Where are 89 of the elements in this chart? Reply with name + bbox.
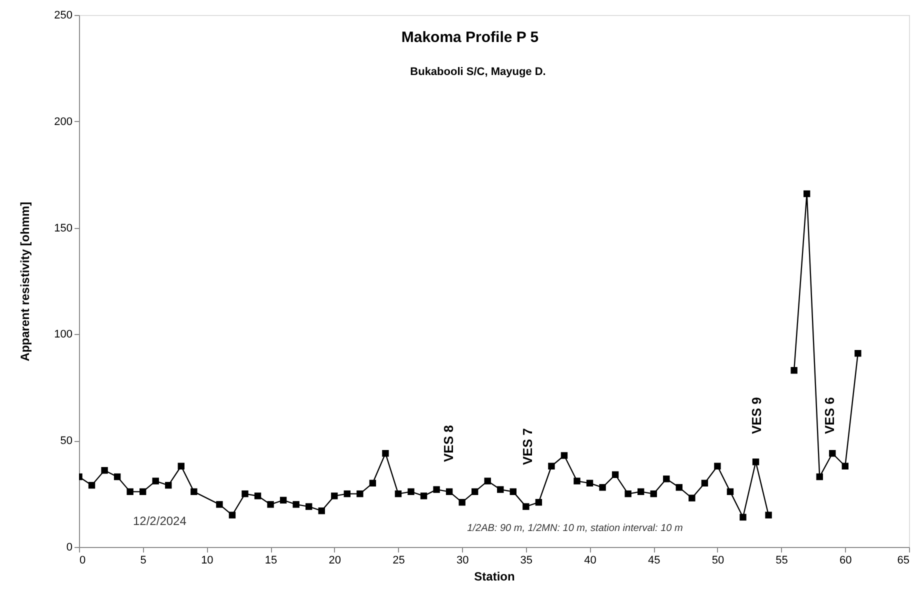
point [228, 512, 236, 518]
annotation: 1/2AB: 90 m, 1/2MN: 10 m, station interval: 10 m [467, 523, 683, 534]
point [458, 498, 466, 506]
point [637, 488, 644, 496]
y-tick-label: 50 [60, 435, 72, 448]
point [624, 490, 632, 498]
point [560, 452, 568, 459]
x-tick-label: 40 [584, 554, 596, 566]
point [433, 486, 440, 493]
x-tick-label: 5 [140, 554, 146, 566]
point [829, 450, 836, 457]
point [752, 458, 760, 466]
point [420, 492, 428, 500]
point [254, 492, 262, 500]
y-axis-title: Apparent resistivity [ohmm] [18, 202, 32, 362]
x-tick-label: 60 [840, 554, 852, 566]
annotation: VES 8 [441, 425, 456, 462]
annotation: VES 6 [822, 397, 837, 434]
point [382, 450, 389, 457]
annotation: VES 7 [520, 428, 535, 465]
point [688, 494, 696, 502]
x-tick-label: 20 [328, 554, 342, 566]
point [267, 501, 274, 508]
x-tick-label: 15 [264, 554, 278, 566]
point [394, 490, 402, 498]
point [471, 488, 478, 496]
x-tick-label: 0 [80, 554, 86, 566]
x-tick-label: 35 [520, 554, 533, 566]
point [599, 484, 606, 491]
x-tick-label: 65 [897, 554, 910, 566]
point [190, 488, 198, 496]
point [292, 501, 300, 508]
point [216, 501, 223, 508]
point [331, 492, 338, 500]
point [114, 473, 121, 480]
point [318, 507, 325, 514]
point [165, 482, 172, 489]
text: Bukabooli S/C, Mayuge D. [410, 66, 546, 78]
y-tick-label: 200 [54, 116, 72, 128]
point [280, 496, 287, 504]
point [484, 478, 491, 484]
annotation: VES 9 [749, 397, 764, 434]
annotation: 12/2/2024 [133, 514, 187, 528]
point [854, 350, 862, 357]
point [88, 482, 96, 489]
point [586, 480, 594, 487]
point [178, 462, 185, 470]
point [356, 490, 364, 498]
point [714, 462, 721, 470]
point [816, 473, 823, 480]
point [803, 190, 810, 198]
point [790, 367, 798, 374]
point [612, 471, 619, 478]
y-tick-label: 150 [54, 222, 72, 234]
x-tick-label: 10 [201, 554, 214, 566]
x-tick-label: 25 [392, 554, 405, 566]
point [574, 478, 580, 484]
point [101, 467, 108, 474]
point [842, 462, 849, 470]
point [663, 476, 670, 482]
point [510, 488, 517, 496]
y-tick-label: 100 [54, 328, 72, 341]
x-tick-label: 30 [456, 554, 469, 566]
y-tick-label: 0 [66, 542, 72, 554]
point [369, 480, 376, 487]
point [446, 488, 453, 496]
point [701, 480, 708, 487]
x-axis-title: Station [474, 570, 515, 584]
point [408, 488, 414, 496]
point [548, 462, 555, 470]
x-tick-label: 45 [648, 554, 660, 566]
point [497, 486, 504, 493]
x-tick-label: 50 [712, 554, 724, 566]
y-tick-label: 250 [54, 10, 72, 22]
point [740, 514, 746, 521]
point [305, 503, 312, 510]
point [152, 478, 159, 484]
point [650, 490, 657, 498]
point [522, 503, 530, 510]
point [676, 484, 683, 491]
point [726, 488, 734, 496]
x-tick-label: 55 [776, 554, 788, 566]
point [535, 498, 542, 506]
point [126, 488, 134, 496]
point [765, 512, 772, 518]
point [242, 490, 248, 498]
point [344, 490, 351, 498]
text: Makoma Profile P 5 [401, 29, 539, 46]
point [139, 488, 146, 496]
